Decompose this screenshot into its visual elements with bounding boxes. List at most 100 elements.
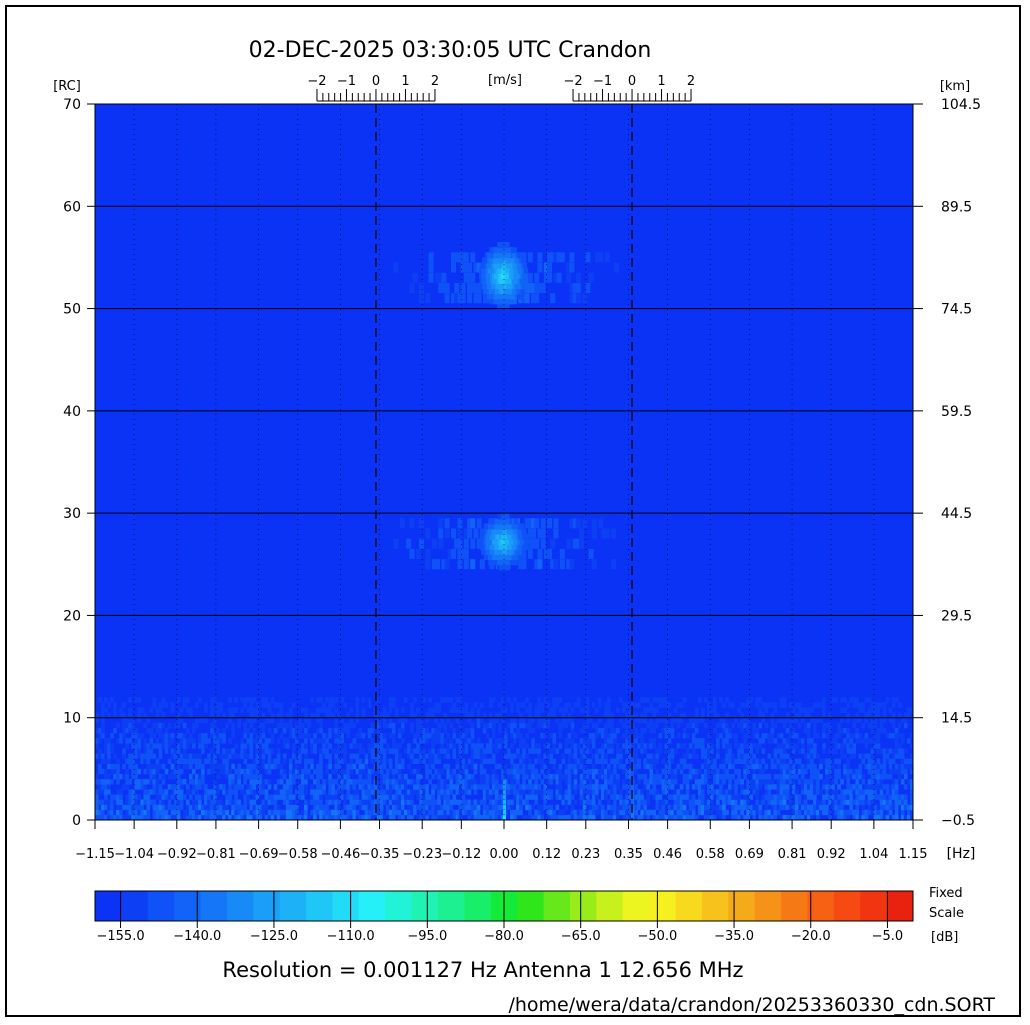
heatmap-noise-cell [497, 722, 502, 729]
heatmap-noise-cell [906, 712, 911, 719]
heatmap-noise-cell [494, 809, 499, 816]
heatmap-noise-cell [364, 794, 369, 800]
heatmap-noise-cell [391, 784, 396, 790]
heatmap-noise-cell [140, 733, 145, 739]
heatmap-noise-cell [161, 799, 166, 805]
heatmap-noise-cell [900, 814, 905, 820]
heatmap-noise-cell [425, 763, 429, 770]
heatmap-noise-cell [843, 799, 847, 805]
heatmap-noise-cell [452, 809, 457, 816]
heatmap-noise-cell [779, 743, 784, 749]
heatmap-noise-cell [710, 789, 714, 795]
heatmap-noise-cell [852, 697, 857, 703]
heatmap-noise-cell [164, 809, 169, 816]
heatmap-noise-cell [443, 722, 448, 729]
heatmap-noise-cell [328, 763, 332, 770]
heatmap-noise-cell [646, 758, 651, 765]
heatmap-noise-cell [816, 799, 820, 805]
heatmap-noise-cell [122, 763, 126, 770]
heatmap-noise-cell [122, 784, 126, 790]
heatmap-echo-halo-cell [611, 528, 617, 539]
heatmap-echo-halo-cell [473, 528, 479, 539]
heatmap-noise-cell [134, 743, 139, 749]
heatmap-noise-cell [104, 779, 108, 785]
heatmap-noise-cell [594, 707, 599, 713]
heatmap-noise-cell [749, 758, 754, 765]
heatmap-echo-halo-cell [454, 252, 460, 263]
heatmap-noise-cell [673, 814, 678, 820]
heatmap-noise-cell [491, 768, 496, 775]
heatmap-noise-cell [264, 768, 269, 775]
heatmap-noise-cell [870, 794, 875, 800]
heatmap-noise-cell [888, 794, 893, 800]
heatmap-noise-cell [388, 758, 393, 765]
heatmap-noise-cell [158, 804, 163, 811]
heatmap-noise-cell [219, 804, 223, 811]
heatmap-noise-cell [788, 814, 793, 820]
heatmap-noise-cell [237, 768, 242, 775]
heatmap-noise-cell [534, 799, 538, 805]
heatmap-noise-cell [285, 779, 290, 785]
heatmap-noise-cell [691, 768, 696, 775]
heatmap-noise-cell [788, 779, 793, 785]
heatmap-noise-cell [101, 722, 105, 729]
heatmap-noise-cell [131, 773, 135, 780]
heatmap-noise-cell [240, 809, 245, 816]
heatmap-noise-cell [110, 799, 114, 805]
heatmap-noise-cell [600, 784, 605, 790]
heatmap-noise-cell [288, 763, 293, 770]
velocity-tick-label: −1 [593, 74, 612, 89]
heatmap-noise-cell [446, 789, 451, 795]
heatmap-noise-cell [603, 727, 608, 734]
heatmap-echo-core-cell [502, 523, 507, 530]
heatmap-noise-cell [500, 773, 505, 780]
heatmap-noise-cell [364, 779, 369, 785]
heatmap-noise-cell [101, 799, 105, 805]
heatmap-noise-cell [452, 814, 457, 820]
heatmap-noise-cell [325, 768, 329, 775]
heatmap-echo-core-cell [518, 257, 523, 264]
heatmap-noise-cell [713, 697, 717, 703]
heatmap-noise-cell [431, 738, 435, 744]
heatmap-noise-cell [422, 814, 426, 820]
heatmap-noise-cell [240, 738, 245, 744]
heatmap-echo-core-cell [489, 538, 494, 545]
heatmap-noise-cell [391, 779, 396, 785]
heatmap-echo-halo-cell [447, 548, 453, 559]
heatmap-noise-cell [237, 722, 242, 729]
heatmap-noise-cell [697, 717, 702, 724]
heatmap-noise-cell [719, 773, 723, 780]
heatmap-noise-cell [204, 717, 208, 724]
heatmap-noise-cell [464, 743, 469, 749]
heatmap-noise-cell [225, 799, 229, 805]
heatmap-noise-cell [622, 722, 626, 729]
heatmap-noise-cell [543, 722, 548, 729]
heatmap-noise-cell [397, 789, 402, 795]
heatmap-echo-halo-cell [467, 528, 473, 539]
heatmap-noise-cell [164, 727, 169, 734]
heatmap-noise-cell [625, 743, 629, 749]
heatmap-noise-cell [182, 753, 187, 759]
heatmap-noise-cell [876, 738, 881, 744]
heatmap-noise-cell [104, 697, 108, 703]
heatmap-noise-cell [652, 789, 657, 795]
heatmap-noise-cell [410, 727, 414, 734]
heatmap-noise-cell [328, 712, 332, 719]
heatmap-echo-core-cell [492, 288, 497, 295]
heatmap-noise-cell [276, 738, 281, 744]
heatmap-noise-cell [267, 763, 272, 770]
heatmap-noise-cell [455, 773, 460, 780]
heatmap-noise-cell [270, 794, 275, 800]
heatmap-noise-cell [273, 809, 278, 816]
heatmap-noise-cell [213, 697, 217, 703]
heatmap-echo-core-cell [494, 277, 499, 284]
heatmap-echo-core-cell [495, 247, 500, 254]
heatmap-noise-cell [170, 804, 175, 811]
heatmap-echo-core-cell [490, 533, 495, 540]
heatmap-noise-cell [634, 738, 638, 744]
heatmap-noise-cell [458, 748, 463, 754]
heatmap-noise-cell [773, 809, 778, 816]
heatmap-noise-cell [852, 722, 857, 729]
heatmap-noise-cell [858, 717, 863, 724]
heatmap-noise-cell [840, 717, 844, 724]
